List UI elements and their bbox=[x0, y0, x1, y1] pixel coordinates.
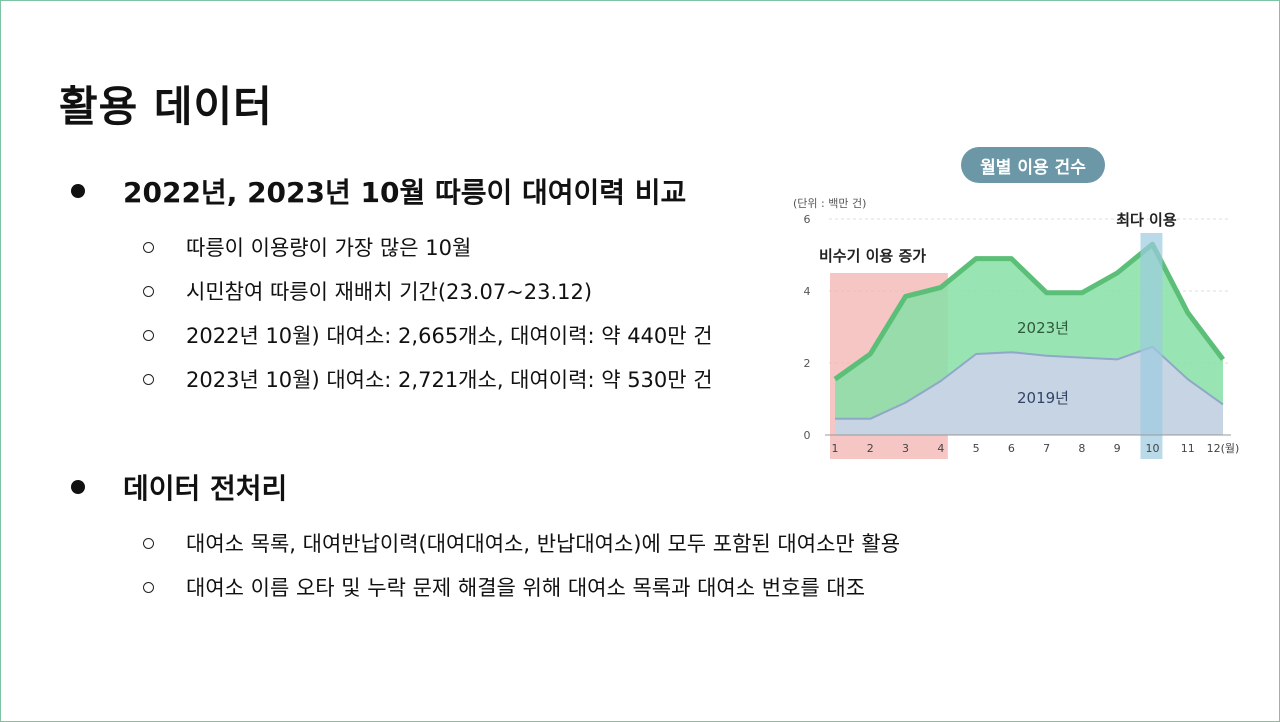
list-item-text: 2022년 10월) 대여소: 2,665개소, 대여이력: 약 440만 건 bbox=[186, 324, 713, 348]
unit-label: (단위 : 백만 건) bbox=[793, 197, 866, 210]
x-tick-label: 2 bbox=[867, 442, 874, 455]
series-label-2019: 2019년 bbox=[1017, 389, 1069, 407]
list-item: 2023년 10월) 대여소: 2,721개소, 대여이력: 약 530만 건 bbox=[143, 357, 713, 401]
circle-bullet-icon bbox=[143, 581, 154, 593]
section-comparison: 2022년, 2023년 10월 따릉이 대여이력 비교 따릉이 이용량이 가장… bbox=[71, 171, 713, 401]
circle-bullet-icon bbox=[143, 373, 154, 385]
slide-title: 활용 데이터 bbox=[59, 82, 273, 131]
x-tick-label: 7 bbox=[1043, 442, 1050, 455]
y-tick-label: 4 bbox=[804, 285, 811, 298]
monthly-usage-chart: 월별 이용 건수 (단위 : 백만 건) 0 2 4 6 2023년 2019년 비수기 이용… bbox=[791, 141, 1251, 461]
section-heading: 데이터 전처리 bbox=[123, 472, 288, 505]
peak-highlight bbox=[1140, 233, 1163, 459]
circle-bullet-icon bbox=[143, 285, 154, 297]
x-tick-label: 8 bbox=[1078, 442, 1085, 455]
x-tick-label: 5 bbox=[973, 442, 980, 455]
circle-bullet-icon bbox=[143, 241, 154, 253]
offseason-label: 비수기 이용 증가 bbox=[819, 247, 926, 265]
x-tick-label: 12(월) bbox=[1207, 442, 1240, 455]
list-item-text: 시민참여 따릉이 재배치 기간(23.07~23.12) bbox=[186, 280, 593, 304]
y-tick-label: 6 bbox=[804, 213, 811, 226]
series-label-2023: 2023년 bbox=[1017, 319, 1069, 337]
list-item: 시민참여 따릉이 재배치 기간(23.07~23.12) bbox=[143, 269, 713, 313]
x-tick-label: 4 bbox=[937, 442, 944, 455]
list-item-text: 2023년 10월) 대여소: 2,721개소, 대여이력: 약 530만 건 bbox=[186, 368, 713, 392]
x-tick-label: 3 bbox=[902, 442, 909, 455]
y-tick-label: 2 bbox=[804, 357, 811, 370]
list-item: 따릉이 이용량이 가장 많은 10월 bbox=[143, 225, 713, 269]
circle-bullet-icon bbox=[143, 329, 154, 341]
x-tick-label: 9 bbox=[1114, 442, 1121, 455]
x-tick-label: 10 bbox=[1145, 442, 1159, 455]
series-area bbox=[835, 346, 1223, 435]
list-item-text: 대여소 목록, 대여반납이력(대여대여소, 반납대여소)에 모두 포함된 대여소… bbox=[186, 532, 901, 556]
y-tick-label: 0 bbox=[804, 429, 811, 442]
peak-label: 최다 이용 bbox=[1116, 211, 1177, 229]
section-preprocessing: 데이터 전처리 대여소 목록, 대여반납이력(대여대여소, 반납대여소)에 모두… bbox=[71, 467, 900, 609]
list-item-text: 대여소 이름 오타 및 누락 문제 해결을 위해 대여소 목록과 대여소 번호를… bbox=[186, 576, 866, 600]
chart-canvas: (단위 : 백만 건) 0 2 4 6 2023년 2019년 비수기 이용 증가 최다 이용 1… bbox=[793, 197, 1240, 459]
bullet-icon bbox=[71, 480, 85, 494]
chart-title: 월별 이용 건수 bbox=[961, 147, 1105, 183]
list-item: 대여소 목록, 대여반납이력(대여대여소, 반납대여소)에 모두 포함된 대여소… bbox=[143, 521, 900, 565]
x-tick-label: 11 bbox=[1181, 442, 1195, 455]
list-item: 대여소 이름 오타 및 누락 문제 해결을 위해 대여소 목록과 대여소 번호를… bbox=[143, 565, 900, 609]
bullet-icon bbox=[71, 184, 85, 198]
list-item: 2022년 10월) 대여소: 2,665개소, 대여이력: 약 440만 건 bbox=[143, 313, 713, 357]
x-tick-label: 6 bbox=[1008, 442, 1015, 455]
x-tick-label: 1 bbox=[832, 442, 839, 455]
list-item-text: 따릉이 이용량이 가장 많은 10월 bbox=[186, 236, 472, 260]
section-heading: 2022년, 2023년 10월 따릉이 대여이력 비교 bbox=[123, 176, 687, 209]
circle-bullet-icon bbox=[143, 537, 154, 549]
